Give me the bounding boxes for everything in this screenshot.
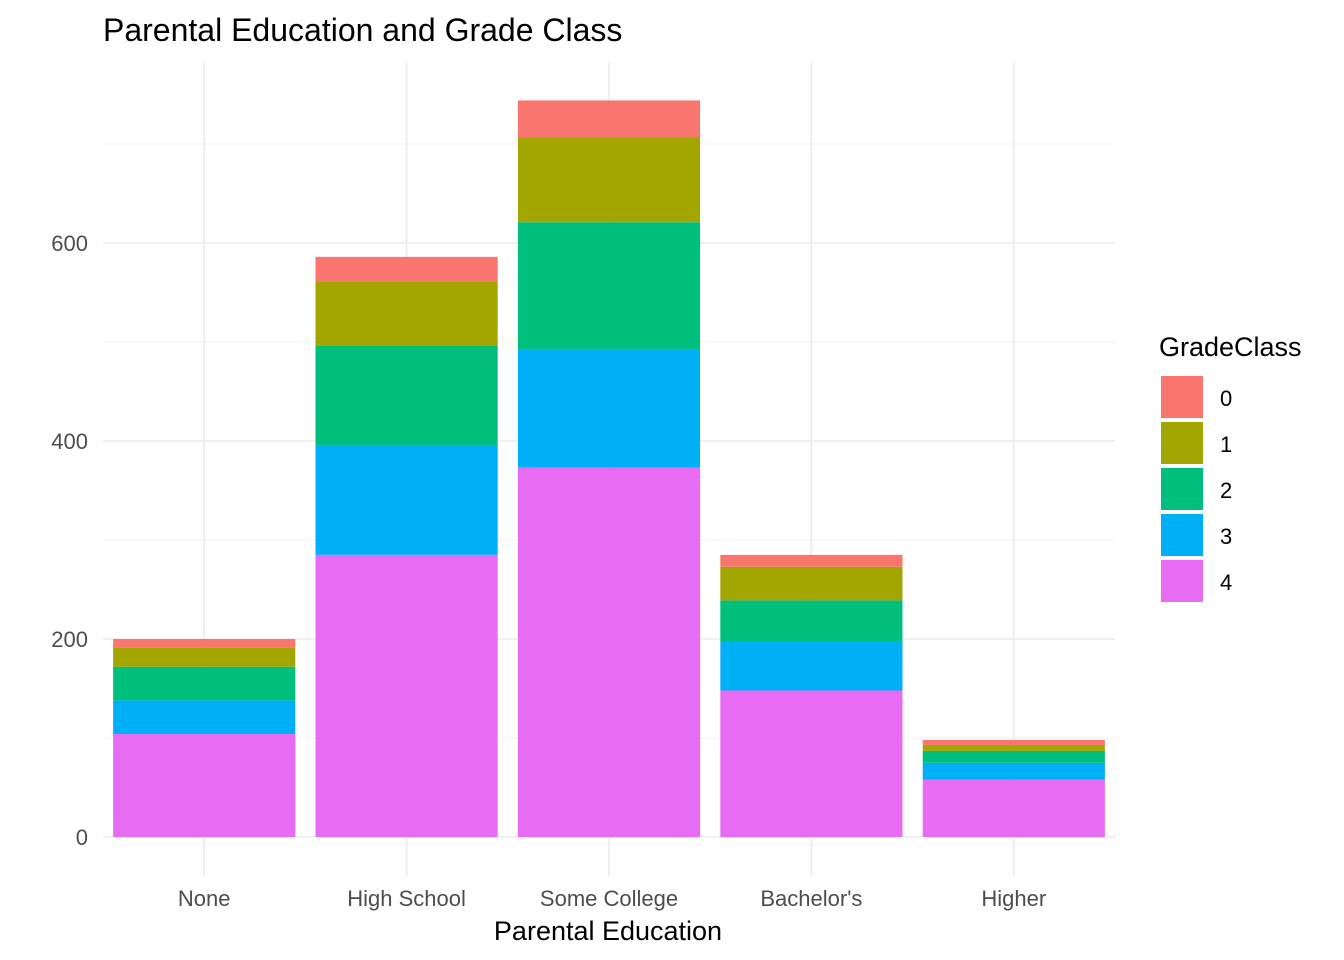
- y-tick-label: 200: [51, 627, 88, 652]
- x-axis-ticks: None High School Some College Bachelor's Hig…: [178, 886, 1046, 911]
- bar-segment: [517, 467, 701, 837]
- bar-segment: [720, 690, 903, 837]
- y-tick-label: 0: [76, 825, 88, 850]
- bar-segment: [517, 348, 701, 468]
- bars: [113, 100, 1105, 837]
- legend-label: 3: [1220, 524, 1232, 549]
- bar-segment: [922, 750, 1105, 763]
- x-axis-title: Parental Education: [494, 916, 722, 946]
- legend-label: 0: [1220, 386, 1232, 411]
- bar-segment: [720, 600, 903, 642]
- bar-segment: [315, 345, 498, 445]
- bar-segment: [315, 256, 498, 282]
- legend-label: 2: [1220, 478, 1232, 503]
- legend-title: GradeClass: [1159, 332, 1302, 362]
- legend-key: [1161, 514, 1203, 556]
- x-tick-label: Bachelor's: [760, 886, 862, 911]
- legend-key: [1161, 560, 1203, 602]
- legend: GradeClass 0 1 2 3 4: [1159, 332, 1302, 602]
- x-tick-label: None: [178, 886, 231, 911]
- bar-segment: [315, 281, 498, 346]
- bar-segment: [922, 762, 1105, 780]
- y-axis-ticks: 0 200 400 600: [51, 231, 88, 850]
- y-tick-label: 600: [51, 231, 88, 256]
- bar-segment: [720, 554, 903, 567]
- legend-label: 1: [1220, 432, 1232, 457]
- bar-segment: [113, 666, 296, 701]
- x-tick-label: High School: [347, 886, 466, 911]
- bar-segment: [720, 641, 903, 691]
- bar-segment: [113, 734, 296, 837]
- legend-items: 0 1 2 3 4: [1161, 376, 1232, 602]
- legend-key: [1161, 376, 1203, 418]
- bar-segment: [922, 744, 1105, 751]
- y-tick-label: 400: [51, 429, 88, 454]
- bar-segment: [720, 566, 903, 601]
- bar-segment: [113, 639, 296, 648]
- legend-key: [1161, 468, 1203, 510]
- x-tick-label: Higher: [981, 886, 1046, 911]
- bar-segment: [922, 739, 1105, 745]
- bar-segment: [315, 444, 498, 555]
- bar-segment: [517, 222, 701, 349]
- legend-key: [1161, 422, 1203, 464]
- bar-segment: [517, 137, 701, 223]
- bar-segment: [922, 779, 1105, 837]
- bar-segment: [517, 100, 701, 138]
- bar-segment: [113, 700, 296, 735]
- legend-label: 4: [1220, 570, 1232, 595]
- bar-segment: [315, 554, 498, 837]
- chart-title: Parental Education and Grade Class: [103, 12, 622, 48]
- bar-segment: [113, 647, 296, 667]
- x-tick-label: Some College: [540, 886, 678, 911]
